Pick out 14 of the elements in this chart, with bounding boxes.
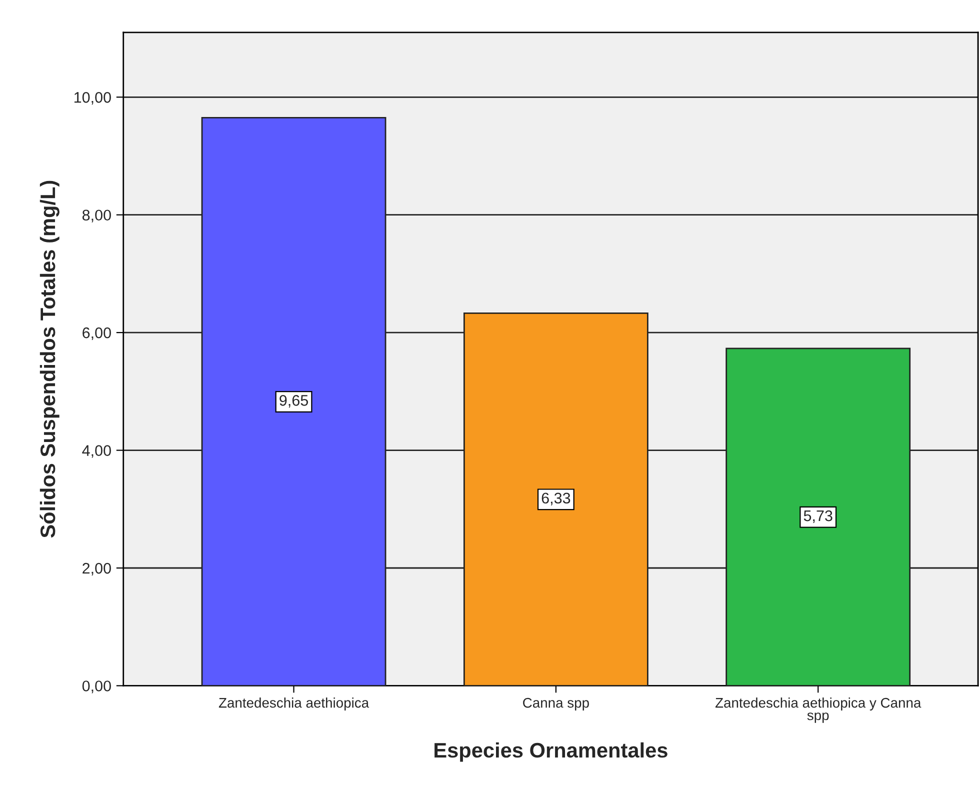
data-label: 9,65 <box>280 395 308 408</box>
x-tick-label: Zantedeschia aethiopica <box>218 698 370 710</box>
y-axis-title: Sólidos Suspendidos Totales (mg/L) <box>40 180 60 538</box>
data-label: 5,73 <box>804 510 832 523</box>
y-tick-label: 8,00 <box>82 210 111 222</box>
x-tick-label: Canna spp <box>523 698 589 710</box>
y-tick-label: 2,00 <box>82 562 111 576</box>
y-tick-label: 10,00 <box>74 92 111 105</box>
y-tick-label: 6,00 <box>82 327 111 340</box>
data-label: 6,33 <box>542 492 570 506</box>
x-tick-label: Zantedeschia aethiopica y Canna spp <box>715 698 922 723</box>
x-axis-title: Especies Ornamentales <box>434 742 668 762</box>
y-tick-label: 4,00 <box>82 445 111 458</box>
y-tick-label: 0,00 <box>82 680 111 694</box>
